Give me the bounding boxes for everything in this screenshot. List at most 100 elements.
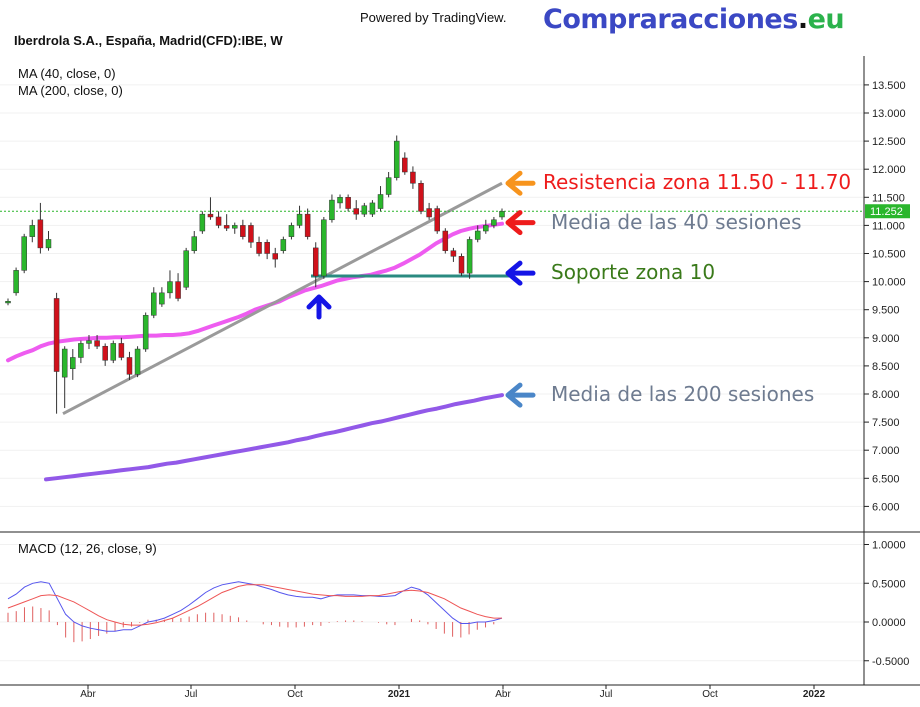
candle-body xyxy=(240,225,246,237)
ma200-legend[interactable]: MA (200, close, 0) xyxy=(18,83,123,98)
y-tick-label: 11.500 xyxy=(872,192,905,204)
candle-body xyxy=(78,343,84,358)
y-tick-label: 8.500 xyxy=(872,361,900,373)
candle-body xyxy=(337,197,343,204)
ma40-line xyxy=(6,221,504,363)
candle-body xyxy=(151,292,157,316)
candle-body xyxy=(264,242,270,254)
candle-body xyxy=(118,343,125,358)
candle-body xyxy=(329,199,335,221)
x-tick-label: Oct xyxy=(702,689,718,700)
candle-body xyxy=(223,225,230,229)
annotation-arrows-layer xyxy=(306,170,536,408)
ma200-line xyxy=(44,393,504,482)
candle-body xyxy=(45,239,52,249)
candle-body xyxy=(272,253,278,260)
candle-body xyxy=(207,213,214,218)
candle-body xyxy=(53,298,60,372)
candle-body xyxy=(94,340,100,347)
annotation-arrow-icon xyxy=(505,210,536,236)
y-tick-label: 10.000 xyxy=(872,277,906,289)
y-tick-label: 8.000 xyxy=(872,389,900,401)
x-tick-label: Oct xyxy=(287,689,303,700)
candle-body xyxy=(159,292,165,305)
candle-body xyxy=(280,239,287,251)
candle-body xyxy=(499,211,505,218)
grid xyxy=(0,84,864,662)
powered-by-text[interactable]: Powered by TradingView. xyxy=(360,10,507,25)
candle-body xyxy=(450,250,457,257)
y-tick-label: 11.000 xyxy=(872,220,905,232)
candle-body xyxy=(126,357,133,375)
candle-body xyxy=(21,236,27,271)
ma40-legend[interactable]: MA (40, close, 0) xyxy=(18,66,116,81)
y-tick-label: 9.000 xyxy=(872,333,900,345)
candle-body xyxy=(410,171,416,184)
annotation-resistance: Resistencia zona 11.50 - 11.70 xyxy=(543,170,852,195)
candle-body xyxy=(13,270,19,294)
candle-body xyxy=(248,225,254,243)
symbol-title: Iberdrola S.A., España, Madrid(CFD):IBE,… xyxy=(14,33,283,48)
y-tick-label: 7.500 xyxy=(872,417,900,429)
annotation-arrow-icon xyxy=(505,170,536,196)
candle-body xyxy=(288,225,295,237)
candle-body xyxy=(369,202,376,215)
y-tick-label: 12.000 xyxy=(872,164,906,176)
x-tick-label: Jul xyxy=(600,689,613,700)
trendline-layer xyxy=(62,181,503,415)
candle-body xyxy=(102,345,108,361)
x-tick-label: Abr xyxy=(495,689,511,700)
candle-body xyxy=(312,247,319,277)
candle-body xyxy=(361,205,368,215)
candle-body xyxy=(167,281,173,294)
candle-body xyxy=(442,230,449,251)
candle-body xyxy=(434,208,440,232)
ma200-line-layer xyxy=(44,393,504,482)
candle-body xyxy=(296,213,303,226)
macd-tick-label: 1.0000 xyxy=(872,540,906,552)
candle-body xyxy=(110,343,117,361)
candle-body xyxy=(393,140,400,178)
candle-body xyxy=(483,225,489,232)
candle-body xyxy=(215,216,222,226)
y-tick-label: 13.500 xyxy=(872,80,906,92)
candle-body xyxy=(70,357,76,369)
macd-layer xyxy=(7,581,503,643)
y-tick-label: 6.500 xyxy=(872,473,900,485)
axes-layer: 6.000 6.500 7.000 7.500 8.000 8.500 9.000 9.500… xyxy=(0,56,920,700)
candle-body xyxy=(418,183,424,212)
candle-body xyxy=(86,340,92,344)
x-tick-label: 2022 xyxy=(803,689,826,700)
candle-body xyxy=(142,315,149,350)
candle-body xyxy=(191,236,198,251)
ma40-line-layer xyxy=(6,221,504,363)
candle-body xyxy=(29,225,36,237)
candle-body xyxy=(345,197,351,209)
signal-line xyxy=(7,584,502,626)
macd-tick-label: 0.0000 xyxy=(872,617,906,629)
candle-body xyxy=(377,194,384,209)
y-tick-label: 12.500 xyxy=(872,136,906,148)
candle-body xyxy=(199,213,206,232)
candle-body xyxy=(458,256,465,274)
brand-logo[interactable]: Compraracciones.eu xyxy=(543,4,845,35)
brand-part-2: . xyxy=(797,4,808,35)
candle-body xyxy=(466,239,473,274)
up-arrow-icon xyxy=(306,294,332,320)
candle-body xyxy=(491,219,497,226)
candle-body xyxy=(353,208,359,215)
x-tick-label: Jul xyxy=(185,689,198,700)
trendline xyxy=(62,181,503,415)
macd-legend[interactable]: MACD (12, 26, close, 9) xyxy=(18,541,157,556)
candle-body xyxy=(5,301,11,304)
y-tick-label: 7.000 xyxy=(872,445,900,457)
candle-body xyxy=(61,348,68,378)
candles-layer xyxy=(5,135,505,414)
candle-body xyxy=(183,250,189,288)
macd-tick-label: 0.5000 xyxy=(872,578,906,590)
candle-body xyxy=(385,177,392,195)
candle-body xyxy=(256,242,262,254)
annotation-ma200: Media de las 200 sesiones xyxy=(551,382,815,407)
y-tick-label: 13.000 xyxy=(872,108,906,120)
